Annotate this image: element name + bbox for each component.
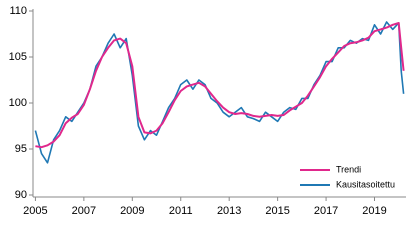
- legend: Trendi Kausitasoitettu: [300, 164, 395, 189]
- x-tick-label: 2005: [23, 205, 47, 217]
- x-tick-label: 2009: [120, 205, 144, 217]
- series-line: [34, 21, 405, 164]
- x-tick-label: 2013: [217, 205, 241, 217]
- x-tick-label: 2015: [265, 205, 289, 217]
- y-tick-label: 105: [9, 51, 27, 63]
- x-tick-label: 2017: [314, 205, 338, 217]
- series-line: [35, 22, 405, 149]
- legend-label: Trendi: [336, 164, 361, 174]
- y-tick-label: 100: [9, 97, 27, 109]
- x-tick-label: 2011: [169, 205, 193, 217]
- chart: 90 95 100 105 110 2005 2007 2009 2011 2013 2015 201…: [9, 5, 406, 217]
- y-tick-label: 95: [15, 143, 27, 155]
- x-tick-label: 2007: [72, 205, 96, 217]
- y-tick-label: 90: [15, 189, 27, 201]
- y-tick-label: 110: [9, 5, 27, 17]
- x-tick-label: 2019: [362, 205, 386, 217]
- legend-label: Kausitasoitettu: [336, 179, 395, 189]
